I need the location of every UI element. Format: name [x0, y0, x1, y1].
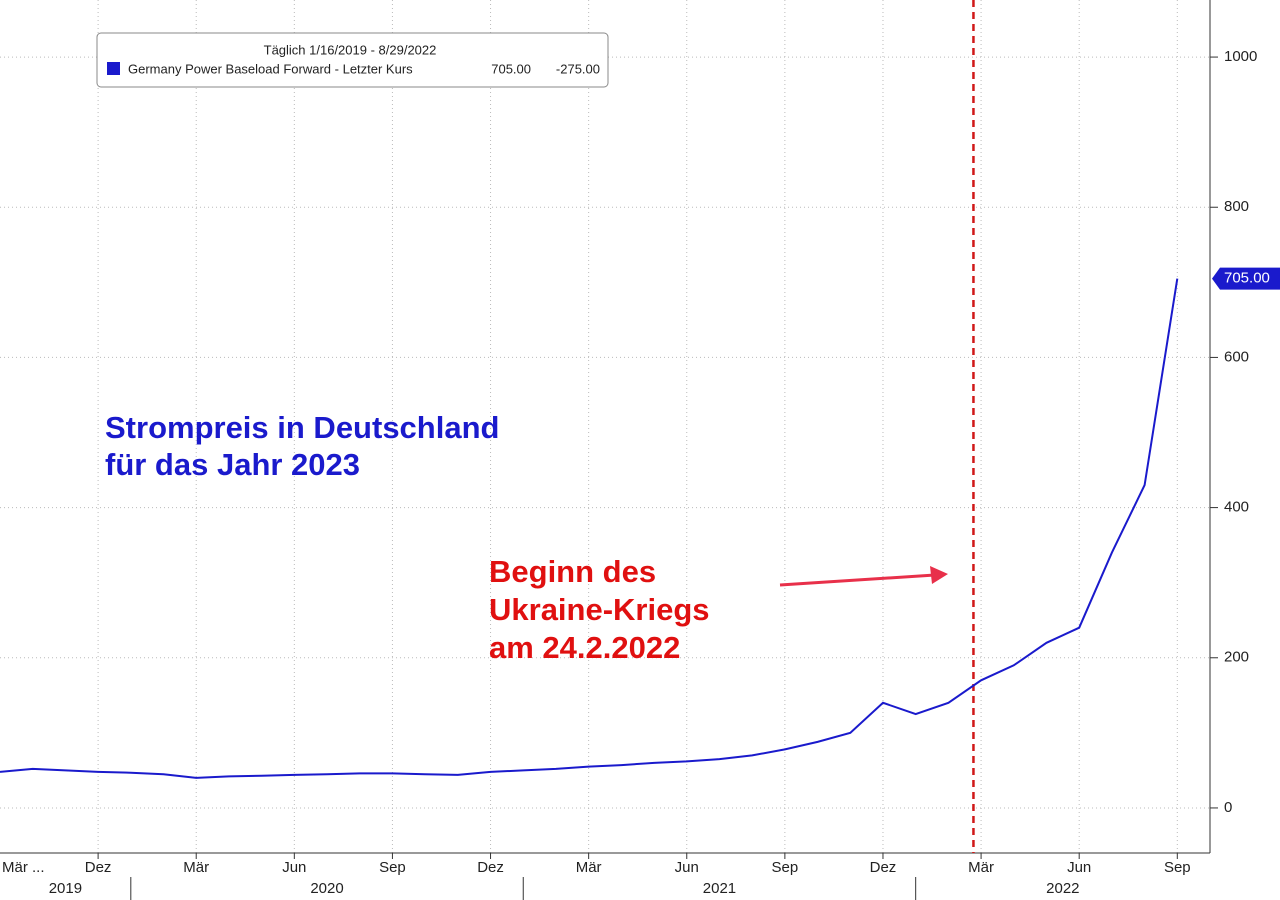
year-label: 2022	[1046, 880, 1079, 897]
title: für das Jahr 2023	[105, 447, 360, 482]
x-tick-label: Dez	[477, 859, 504, 876]
x-tick-label: Dez	[85, 859, 112, 876]
legend-last: 705.00	[491, 61, 531, 76]
year-label: 2021	[703, 880, 736, 897]
arrow	[779, 573, 936, 587]
year-label: 2019	[49, 880, 82, 897]
y-tick-label: 400	[1224, 499, 1249, 516]
x-tick-label: Jun	[675, 859, 699, 876]
last-value-label: 705.00	[1224, 270, 1270, 287]
annotation: am 24.2.2022	[489, 630, 680, 665]
y-tick-label: 200	[1224, 649, 1249, 666]
legend-entry: Germany Power Baseload Forward - Letzter…	[128, 61, 413, 76]
y-tick-label: 600	[1224, 348, 1249, 365]
annotation: Beginn des	[489, 554, 656, 589]
legend-swatch	[107, 62, 120, 75]
y-tick-label: 0	[1224, 799, 1232, 816]
year-label: 2020	[310, 880, 343, 897]
x-tick-label: Sep	[379, 859, 406, 876]
x-tick-label: Mär	[183, 859, 209, 876]
annotation: Ukraine-Kriegs	[489, 592, 710, 627]
y-tick-label: 800	[1224, 198, 1249, 215]
last-value-tag	[1212, 267, 1280, 290]
y-tick-label: 1000	[1224, 48, 1257, 65]
legend-change: -275.00	[556, 61, 600, 76]
legend-box	[96, 32, 609, 88]
x-tick-label: Sep	[1164, 859, 1191, 876]
x-tick-label: Mär	[968, 859, 994, 876]
legend-period: Täglich 1/16/2019 - 8/29/2022	[264, 42, 437, 57]
x-tick-label: Mär	[576, 859, 602, 876]
line-series	[0, 278, 1179, 779]
x-axis-prefix: Mär ...	[2, 859, 45, 876]
arrow-head	[930, 566, 948, 584]
x-tick-label: Jun	[282, 859, 306, 876]
x-tick-label: Jun	[1067, 859, 1091, 876]
x-tick-label: Dez	[870, 859, 897, 876]
title: Strompreis in Deutschland	[105, 410, 499, 445]
x-tick-label: Sep	[772, 859, 799, 876]
